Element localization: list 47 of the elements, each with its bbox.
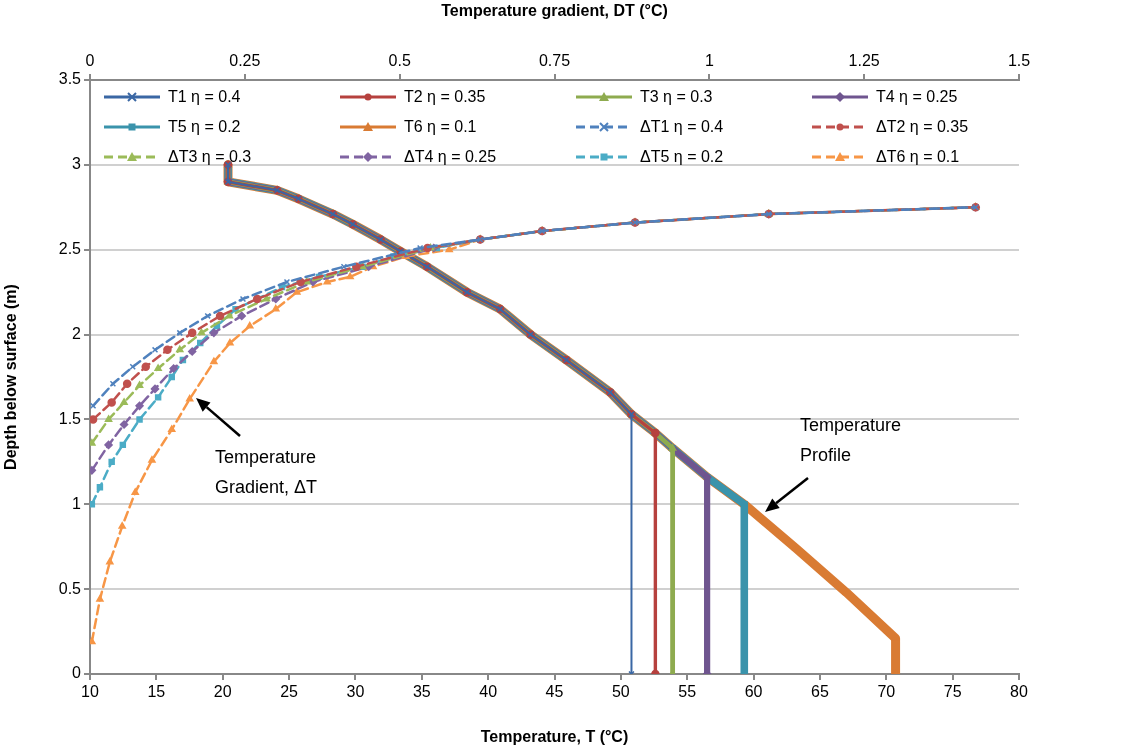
y-tick-label: 0.5 <box>58 579 82 597</box>
legend-label: T6 η = 0.1 <box>404 118 477 136</box>
annotation: Temperature Profile <box>800 414 903 467</box>
x2-tick-label: 1 <box>704 51 714 69</box>
x-tick-label: 40 <box>479 683 498 701</box>
y-tick-label: 0 <box>72 664 82 682</box>
legend-label: ΔT2 η = 0.35 <box>876 118 969 136</box>
legend-label: ΔT1 η = 0.4 <box>640 118 724 136</box>
legend-label: T1 η = 0.4 <box>168 88 241 106</box>
x-tick-label: 55 <box>678 683 697 701</box>
x-tick-label: 65 <box>811 683 829 701</box>
x-tick-label: 70 <box>877 683 896 701</box>
legend-label: T4 η = 0.25 <box>876 88 958 106</box>
x-tick-label: 25 <box>280 683 299 701</box>
x-tick-label: 80 <box>1010 683 1028 701</box>
x-tick-label: 60 <box>744 683 763 701</box>
legend-label: T5 η = 0.2 <box>168 118 241 136</box>
legend-label: ΔT5 η = 0.2 <box>640 148 724 166</box>
x-tick-label: 35 <box>412 683 431 701</box>
x2-tick-label: 1.25 <box>848 51 880 69</box>
legend-label: ΔT6 η = 0.1 <box>876 148 960 166</box>
annotation: Temperature Gradient, ΔT <box>215 446 319 499</box>
legend-label: T3 η = 0.3 <box>640 88 713 106</box>
y-tick-label: 1 <box>72 494 82 512</box>
legend-label: ΔT4 η = 0.25 <box>404 148 497 166</box>
legend-label: T2 η = 0.35 <box>404 88 486 106</box>
x-axis-title: Temperature, T (°C) <box>480 727 629 745</box>
x2-tick-label: 1.5 <box>1007 51 1031 69</box>
x2-tick-label: 0.25 <box>229 51 261 69</box>
x2-tick-label: 0.5 <box>388 51 411 69</box>
x2-tick-label: 0 <box>85 51 95 69</box>
y-tick-label: 3.5 <box>58 70 82 88</box>
x-tick-label: 75 <box>943 683 962 701</box>
y-tick-label: 2 <box>72 324 82 342</box>
y-axis-title: Depth below surface (m) <box>2 284 20 470</box>
y-tick-label: 2.5 <box>58 240 82 258</box>
x2-tick-label: 0.75 <box>538 51 571 69</box>
x-tick-label: 15 <box>147 683 166 701</box>
legend-label: ΔT3 η = 0.3 <box>168 148 252 166</box>
x-tick-label: 45 <box>545 683 564 701</box>
x-tick-label: 10 <box>81 683 99 701</box>
y-tick-label: 1.5 <box>58 409 82 427</box>
x2-axis-title: Temperature gradient, DT (°C) <box>441 2 668 20</box>
x-tick-label: 20 <box>213 683 232 701</box>
x-tick-label: 50 <box>611 683 630 701</box>
y-tick-label: 3 <box>72 155 82 173</box>
x-tick-label: 30 <box>346 683 365 701</box>
